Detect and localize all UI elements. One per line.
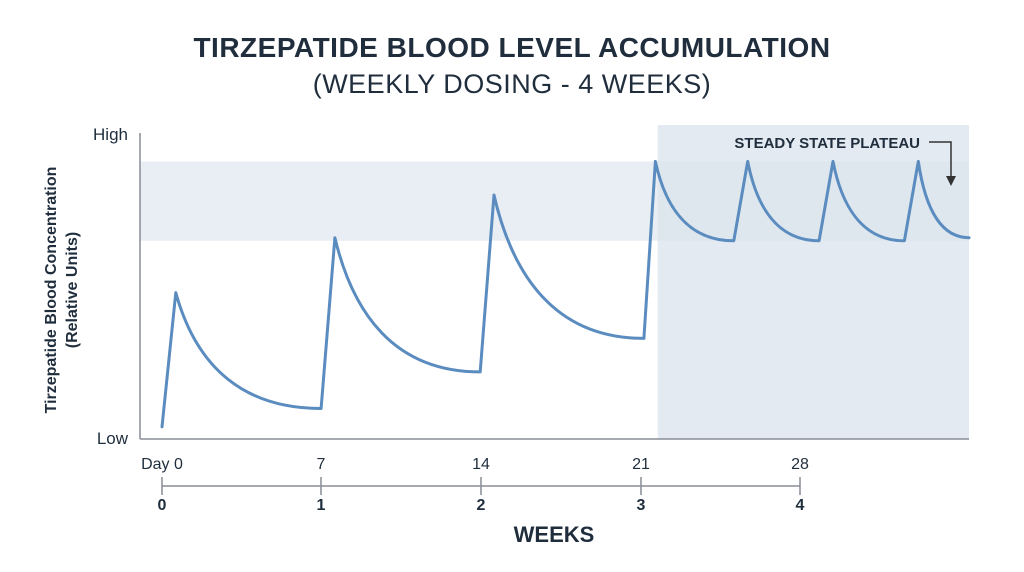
day-tick-label: 14 bbox=[472, 456, 490, 473]
week-tick-label: 0 bbox=[158, 497, 167, 514]
chart-subtitle: (WEEKLY DOSING - 4 WEEKS) bbox=[313, 69, 712, 99]
day-tick-label: 21 bbox=[632, 456, 650, 473]
day-tick-label: 7 bbox=[317, 456, 326, 473]
x-axis-label: WEEKS bbox=[514, 522, 595, 547]
chart-title: TIRZEPATIDE BLOOD LEVEL ACCUMULATION bbox=[193, 32, 830, 63]
day-tick-label: Day 0 bbox=[141, 456, 183, 473]
y-tick-high: High bbox=[93, 125, 128, 144]
week-tick-label: 2 bbox=[477, 497, 486, 514]
day-tick-label: 28 bbox=[791, 456, 809, 473]
steady-state-region bbox=[658, 125, 969, 439]
y-tick-low: Low bbox=[97, 429, 129, 448]
y-axis-label-line1: Tirzepatide Blood Concentration bbox=[43, 167, 60, 414]
week-tick-label: 1 bbox=[317, 497, 326, 514]
steady-state-label: STEADY STATE PLATEAU bbox=[734, 135, 920, 152]
week-ticks: 0 1 2 3 4 bbox=[158, 477, 805, 514]
plot-background bbox=[140, 125, 969, 439]
y-axis-label-line2: (Relative Units) bbox=[64, 232, 81, 348]
day-ticks: Day 0 7 14 21 28 bbox=[141, 456, 809, 473]
week-tick-label: 4 bbox=[796, 497, 805, 514]
y-axis-label: Tirzepatide Blood Concentration (Relativ… bbox=[43, 167, 81, 414]
week-tick-label: 3 bbox=[637, 497, 646, 514]
